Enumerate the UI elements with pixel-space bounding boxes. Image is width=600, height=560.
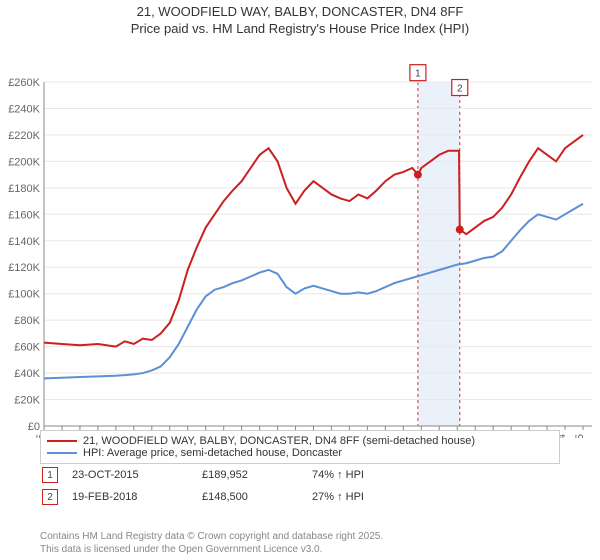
legend-label: 21, WOODFIELD WAY, BALBY, DONCASTER, DN4…: [83, 435, 475, 447]
x-tick-label: 2025: [574, 434, 586, 438]
legend-label: HPI: Average price, semi-detached house,…: [83, 447, 342, 459]
price-marker: [414, 170, 422, 178]
y-tick-label: £140K: [8, 236, 40, 248]
footer-line1: Contains HM Land Registry data © Crown c…: [40, 530, 560, 543]
legend-series-box: 21, WOODFIELD WAY, BALBY, DONCASTER, DN4…: [40, 430, 560, 464]
legend-swatch: [47, 452, 77, 454]
data-point-price: £189,952: [202, 469, 312, 481]
footer: Contains HM Land Registry data © Crown c…: [40, 530, 560, 556]
y-tick-label: £240K: [8, 103, 40, 115]
chart-title-line2: Price paid vs. HM Land Registry's House …: [0, 21, 600, 38]
chart-container: 21, WOODFIELD WAY, BALBY, DONCASTER, DN4…: [0, 0, 600, 560]
series-hpi: [44, 204, 583, 379]
y-tick-label: £20K: [14, 394, 40, 406]
footer-line2: This data is licensed under the Open Gov…: [40, 543, 560, 556]
data-point-row: 1 23-OCT-2015£189,95274% ↑ HPI: [40, 464, 560, 486]
data-point-pct: 27% ↑ HPI: [312, 491, 422, 503]
data-point-pct: 74% ↑ HPI: [312, 469, 422, 481]
y-tick-label: £40K: [14, 368, 40, 380]
y-tick-label: £120K: [8, 262, 40, 274]
data-point-swatch: 1: [42, 467, 58, 483]
y-tick-label: £220K: [8, 130, 40, 142]
data-point-price: £148,500: [202, 491, 312, 503]
y-tick-label: £0: [28, 421, 40, 433]
y-tick-label: £100K: [8, 288, 40, 300]
data-point-date: 23-OCT-2015: [72, 469, 202, 481]
y-tick-label: £60K: [14, 341, 40, 353]
highlight-band: [418, 82, 460, 426]
y-tick-label: £80K: [14, 315, 40, 327]
chart-plot: £0 £20K £40K £60K £80K £100K £120K £140K £160K £1…: [0, 38, 600, 438]
legend-row: 21, WOODFIELD WAY, BALBY, DONCASTER, DN4…: [47, 435, 553, 447]
legend: 21, WOODFIELD WAY, BALBY, DONCASTER, DN4…: [40, 430, 560, 508]
callout-number: 1: [415, 68, 421, 79]
price-marker: [456, 225, 464, 233]
data-point-row: 2 19-FEB-2018£148,50027% ↑ HPI: [40, 486, 560, 508]
data-point-swatch: 2: [42, 489, 58, 505]
callout-number: 2: [457, 83, 463, 94]
y-tick-label: £260K: [8, 77, 40, 89]
data-point-date: 19-FEB-2018: [72, 491, 202, 503]
chart-title-line1: 21, WOODFIELD WAY, BALBY, DONCASTER, DN4…: [0, 4, 600, 21]
y-tick-label: £160K: [8, 209, 40, 221]
legend-swatch: [47, 440, 77, 442]
y-tick-label: £200K: [8, 156, 40, 168]
legend-row: HPI: Average price, semi-detached house,…: [47, 447, 553, 459]
y-tick-label: £180K: [8, 183, 40, 195]
title-block: 21, WOODFIELD WAY, BALBY, DONCASTER, DN4…: [0, 0, 600, 38]
